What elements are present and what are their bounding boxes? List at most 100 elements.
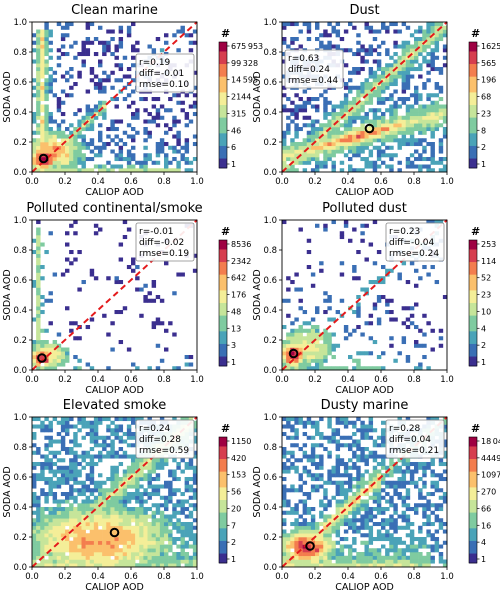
heatmap-cell: [192, 104, 198, 109]
heatmap-cell: [393, 59, 398, 64]
heatmap-cell: [356, 142, 361, 147]
heatmap-cell: [44, 343, 49, 348]
heatmap-cell: [343, 112, 349, 117]
heatmap-cell: [294, 127, 299, 132]
heatmap-cell: [69, 514, 74, 519]
heatmap-cell: [315, 328, 320, 333]
heatmap-cell: [315, 484, 320, 489]
heatmap-cell: [438, 488, 444, 493]
heatmap-cell: [430, 458, 435, 463]
heatmap-cell: [372, 495, 378, 500]
heatmap-cell: [323, 340, 328, 345]
heatmap-cell: [110, 347, 115, 352]
heatmap-cell: [176, 555, 181, 560]
heatmap-cell: [422, 540, 427, 545]
heatmap-cell: [118, 40, 124, 45]
heatmap-cell: [335, 454, 341, 459]
heatmap-cell: [131, 552, 136, 557]
heatmap-cell: [414, 503, 419, 508]
heatmap-cell: [422, 355, 427, 360]
x-tick-label: 0.6: [374, 572, 388, 582]
heatmap-cell: [126, 74, 132, 79]
heatmap-cell: [118, 435, 124, 440]
colorbar-segment: [219, 306, 227, 310]
heatmap-cell: [56, 439, 62, 444]
heatmap-cell: [151, 514, 157, 519]
heatmap-cell: [310, 522, 316, 527]
colorbar-segment: [469, 139, 477, 144]
heatmap-cell: [339, 160, 345, 165]
heatmap-cell: [323, 157, 328, 162]
heatmap-cell: [364, 548, 369, 553]
heatmap-cell: [310, 533, 316, 538]
heatmap-cell: [327, 537, 332, 542]
colorbar-tick-label: 1: [481, 358, 486, 367]
heatmap-cell: [302, 123, 308, 128]
heatmap-cell: [364, 563, 369, 568]
heatmap-cell: [319, 503, 324, 508]
heatmap-cell: [176, 48, 181, 53]
heatmap-cell: [409, 522, 415, 527]
heatmap-cell: [364, 119, 369, 124]
heatmap-cell: [364, 22, 369, 27]
heatmap-cell: [430, 503, 435, 508]
heatmap-cell: [69, 149, 74, 154]
heatmap-cell: [397, 168, 402, 173]
heatmap-cell: [126, 25, 132, 30]
heatmap-cell: [364, 525, 369, 530]
heatmap-cell: [143, 119, 148, 124]
colorbar-segment: [219, 350, 227, 354]
heatmap-cell: [397, 123, 402, 128]
heatmap-cell: [434, 503, 440, 508]
heatmap-cell: [401, 552, 407, 557]
heatmap-cell: [89, 432, 95, 437]
heatmap-cell: [98, 63, 103, 68]
heatmap-cell: [422, 537, 427, 542]
heatmap-cell: [426, 97, 431, 102]
heatmap-cell: [327, 134, 332, 139]
heatmap-cell: [339, 522, 345, 527]
heatmap-cell: [372, 168, 378, 173]
heatmap-cell: [343, 443, 349, 448]
heatmap-cell: [89, 447, 95, 452]
heatmap-cell: [430, 67, 435, 72]
heatmap-cell: [98, 529, 103, 534]
heatmap-cell: [294, 559, 299, 564]
heatmap-cell: [89, 366, 95, 371]
heatmap-cell: [159, 514, 165, 519]
colorbar-segment: [219, 471, 227, 476]
heatmap-cell: [360, 104, 365, 109]
heatmap-cell: [180, 522, 185, 527]
heatmap-cell: [360, 108, 365, 113]
heatmap-cell: [282, 503, 287, 508]
heatmap-cell: [44, 108, 49, 113]
heatmap-cell: [52, 362, 58, 367]
heatmap-cell: [339, 548, 345, 553]
heatmap-cell: [60, 89, 66, 94]
heatmap-cell: [302, 104, 308, 109]
heatmap-cell: [32, 160, 37, 165]
colorbar-tick-label: 14 595: [231, 76, 258, 85]
heatmap-cell: [397, 127, 402, 132]
heatmap-cell: [389, 343, 394, 348]
colorbar-tick-label: 253: [481, 240, 496, 249]
heatmap-cell: [40, 465, 45, 470]
heatmap-cell: [176, 503, 181, 508]
heatmap-cell: [438, 168, 444, 173]
heatmap-cell: [56, 540, 62, 545]
heatmap-cell: [69, 503, 74, 508]
heatmap-cell: [397, 104, 402, 109]
heatmap-cell: [381, 522, 386, 527]
heatmap-cell: [85, 454, 91, 459]
heatmap-cell: [368, 495, 374, 500]
colorbar-segment: [219, 337, 227, 342]
heatmap-cell: [331, 540, 336, 545]
heatmap-cell: [319, 351, 324, 356]
heatmap-cell: [418, 108, 423, 113]
heatmap-cell: [385, 563, 390, 568]
heatmap-cell: [343, 85, 349, 90]
heatmap-cell: [315, 104, 320, 109]
heatmap-cell: [60, 164, 66, 169]
